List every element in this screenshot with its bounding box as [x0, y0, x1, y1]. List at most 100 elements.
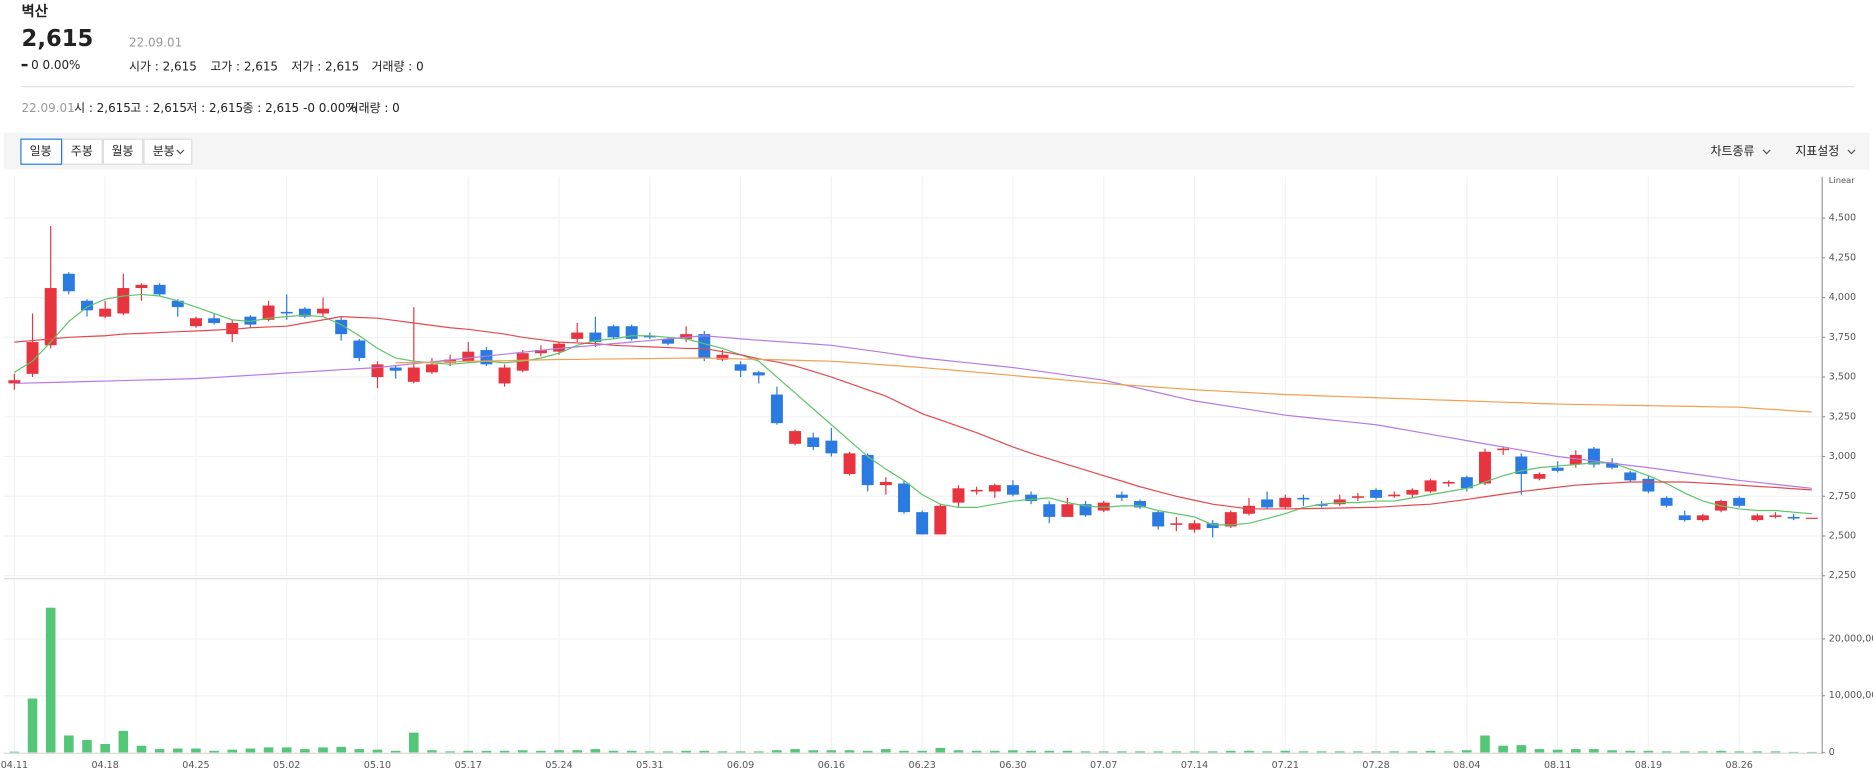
- volume-bar: [100, 743, 110, 753]
- y-tick-label: 2,500: [1829, 530, 1856, 541]
- x-tick-label: 05.17: [455, 760, 482, 771]
- candle-body: [898, 483, 910, 513]
- stock-name: 벽산: [22, 3, 48, 20]
- volume-bar: [753, 751, 764, 753]
- candle-body: [1079, 504, 1092, 516]
- volume-bar: [1189, 751, 1200, 753]
- volume-bar: [1280, 750, 1291, 753]
- candle-body: [1152, 512, 1165, 527]
- candle-body: [1642, 478, 1655, 492]
- x-tick-label: 06.30: [999, 760, 1026, 771]
- period-button[interactable]: [62, 138, 103, 165]
- volume-bar: [64, 735, 74, 753]
- candle-body: [1497, 448, 1510, 451]
- volume-bar: [1044, 750, 1055, 753]
- candle-body: [1424, 480, 1437, 492]
- moving-average-line: [395, 357, 1812, 413]
- candle-body: [280, 311, 293, 314]
- y-tick-label: 3,250: [1829, 411, 1856, 422]
- volume-bar: [772, 750, 782, 753]
- x-tick-label: 05.10: [364, 760, 391, 771]
- price-change: 0 0.00%: [31, 58, 80, 72]
- volume-bar: [1334, 751, 1345, 753]
- candle-body: [553, 343, 566, 352]
- volume-bar: [499, 750, 510, 753]
- candle-body: [1569, 454, 1582, 465]
- candle-body: [1242, 505, 1255, 514]
- volume-stat: 거래량 : 0: [372, 59, 424, 73]
- volume-bar: [663, 751, 673, 753]
- volume-bar: [1480, 735, 1490, 753]
- candle-body: [1696, 515, 1709, 521]
- volume-bar: [1770, 751, 1781, 753]
- volume-bar: [1117, 751, 1127, 753]
- quote-date: 22.09.01: [129, 36, 182, 50]
- x-tick-label: 06.09: [727, 760, 754, 771]
- candle-body: [1751, 515, 1764, 521]
- candle-body: [353, 340, 366, 358]
- volume-bar: [191, 748, 201, 753]
- candle-body: [770, 394, 783, 424]
- candle-body: [407, 367, 420, 382]
- candle-body: [716, 354, 729, 360]
- volume-bar: [172, 748, 183, 753]
- candle-body: [879, 481, 892, 486]
- candle-body: [208, 318, 221, 324]
- moving-average-line: [14, 293, 1812, 526]
- candle-body: [1733, 497, 1746, 506]
- candle-body: [643, 335, 656, 338]
- volume-bar: [517, 750, 528, 753]
- volume-bar: [608, 750, 619, 753]
- period-button[interactable]: [143, 138, 193, 165]
- summary-item: 저 : 2,615: [186, 101, 243, 115]
- volume-bar: [390, 750, 401, 753]
- y-tick-label: 4,000: [1829, 292, 1856, 303]
- candle-body: [1460, 477, 1473, 489]
- open-stat: 시가 : 2,615: [129, 59, 197, 73]
- x-tick-label: 07.07: [1090, 760, 1117, 771]
- candle-body: [1479, 451, 1491, 484]
- candle-body: [1061, 504, 1074, 517]
- volume-bar: [82, 740, 92, 753]
- candle-body: [1787, 516, 1800, 519]
- candle-body: [1043, 504, 1056, 517]
- y-tick-label: 2,250: [1829, 570, 1856, 581]
- chevron: [1762, 149, 1771, 155]
- period-label: 분봉: [153, 144, 175, 158]
- x-tick-label: 04.18: [91, 760, 118, 771]
- volume-bar: [1679, 751, 1690, 753]
- candle-body: [1442, 481, 1455, 484]
- y-tick-label: 3,000: [1829, 451, 1856, 462]
- candle-body: [117, 288, 130, 314]
- y-tick-label: 4,250: [1829, 252, 1856, 263]
- indicator-menu[interactable]: 지표설정: [1795, 144, 1839, 158]
- volume-bar: [1807, 751, 1817, 753]
- moving-average-line: [14, 316, 1812, 510]
- candle-body: [1533, 474, 1546, 479]
- volume-bar: [409, 732, 419, 753]
- volume-bar: [899, 750, 909, 753]
- candle-body: [625, 326, 638, 339]
- volume-bar: [1262, 751, 1272, 753]
- candle-body: [262, 305, 275, 320]
- candle-body: [1515, 456, 1528, 475]
- volume-bar: [1643, 750, 1654, 753]
- volume-bar: [1135, 751, 1145, 753]
- period-label: 일봉: [30, 144, 52, 158]
- chart-type-menu[interactable]: 차트종류: [1711, 144, 1755, 158]
- volume-bar: [917, 750, 927, 753]
- volume-bar: [935, 747, 946, 753]
- candle-body: [1406, 489, 1419, 495]
- period-button[interactable]: [102, 138, 144, 165]
- volume-bar: [1589, 749, 1599, 753]
- candle-body: [1678, 515, 1691, 521]
- volume-tick-label: 0: [1829, 747, 1835, 758]
- period-button[interactable]: [20, 138, 63, 165]
- candle-body: [1006, 485, 1019, 495]
- x-tick-label: 08.04: [1453, 760, 1480, 771]
- candle-body: [1115, 494, 1128, 498]
- candle-body: [189, 318, 202, 327]
- candle-body: [1188, 523, 1201, 530]
- volume-bar: [154, 749, 165, 753]
- candle-body: [607, 326, 620, 338]
